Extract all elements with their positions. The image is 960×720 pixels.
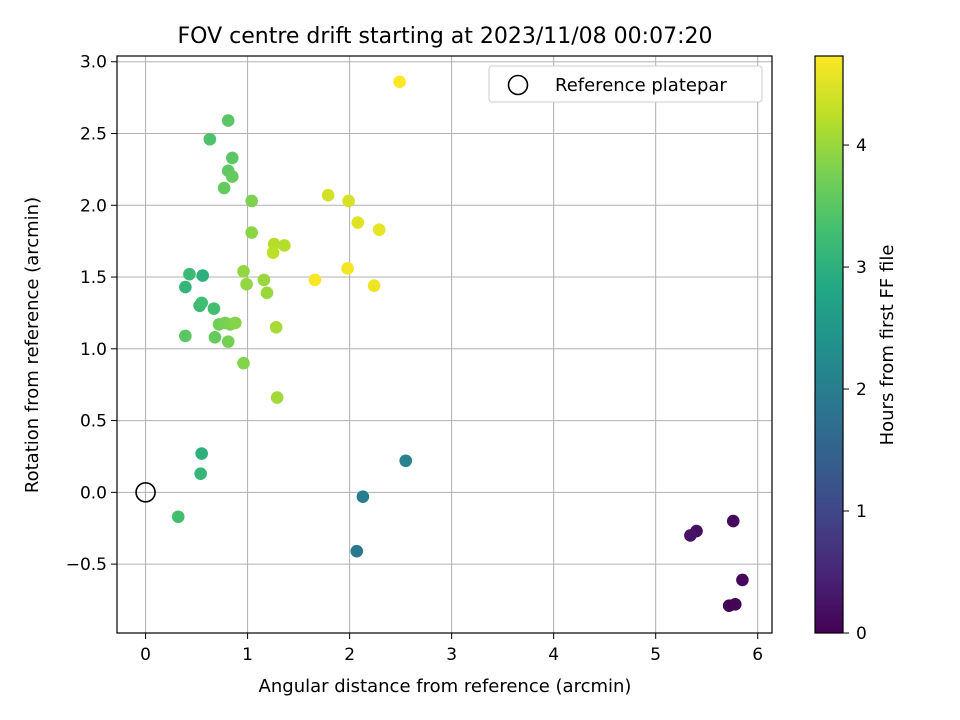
reference-platepar-marker <box>135 482 156 503</box>
x-tick-label: 6 <box>752 645 763 665</box>
colorbar-tick-label: 3 <box>856 258 867 278</box>
data-point <box>225 170 239 183</box>
data-point <box>237 264 250 278</box>
data-point <box>372 223 386 236</box>
data-point <box>208 331 222 344</box>
data-point <box>194 467 207 480</box>
y-tick-label: 2.0 <box>80 196 107 216</box>
data-point <box>221 335 235 348</box>
data-point <box>240 277 253 291</box>
x-axis-ticks: 0 1 2 3 4 5 6 <box>140 633 763 665</box>
data-point <box>393 75 406 89</box>
data-point <box>203 132 217 146</box>
colorbar-label: Hours from first FF file <box>877 245 898 446</box>
data-point <box>736 573 749 587</box>
data-point <box>171 510 185 524</box>
data-point <box>229 316 242 330</box>
y-tick-label: 0.0 <box>80 483 107 503</box>
plot-frame <box>116 55 773 634</box>
data-point <box>350 544 364 558</box>
data-point <box>367 279 381 292</box>
colorbar-tick-label: 2 <box>856 380 867 400</box>
x-tick-label: 5 <box>650 645 661 665</box>
data-point <box>266 246 280 259</box>
data-point <box>278 239 291 252</box>
x-tick-label: 3 <box>446 645 457 665</box>
data-point <box>245 194 258 208</box>
data-point <box>321 188 335 202</box>
grid-lines <box>117 56 772 633</box>
legend-label: Reference platepar <box>555 75 727 96</box>
data-point <box>195 296 208 310</box>
colorbar-tick-label: 4 <box>856 136 867 156</box>
data-point <box>341 262 354 275</box>
legend-box <box>488 65 763 103</box>
y-tick-label: 3.0 <box>80 53 107 73</box>
x-tick-label: 2 <box>344 645 355 665</box>
data-point <box>260 286 274 300</box>
colorbar-gradient <box>814 55 844 634</box>
data-point <box>684 529 697 542</box>
legend-marker <box>507 74 529 96</box>
data-point <box>399 454 413 468</box>
data-point <box>183 267 196 281</box>
data-point <box>221 114 235 127</box>
chart-title: FOV centre drift starting at 2023/11/08 … <box>178 24 713 49</box>
data-point <box>245 226 258 239</box>
data-point <box>225 151 239 165</box>
colorbar-tick-label: 0 <box>856 624 867 644</box>
data-point <box>217 181 231 195</box>
x-tick-label: 1 <box>242 645 253 665</box>
data-point <box>308 273 322 287</box>
y-tick-label: 2.5 <box>80 125 107 145</box>
legend: Reference platepar <box>488 65 763 103</box>
data-point <box>179 329 192 343</box>
x-tick-label: 4 <box>548 645 559 665</box>
data-point <box>342 194 355 208</box>
data-point <box>269 320 283 334</box>
y-axis-label: Rotation from reference (arcmin) <box>22 197 43 493</box>
data-points <box>171 75 749 613</box>
data-point <box>237 356 250 370</box>
data-point <box>356 490 370 503</box>
colorbar: 0 1 2 3 4 Hours from first FF file <box>814 55 898 644</box>
y-tick-label: 1.5 <box>80 268 107 288</box>
data-point <box>270 391 284 404</box>
data-point <box>726 514 740 528</box>
data-point <box>257 273 271 287</box>
data-point <box>207 302 221 315</box>
y-tick-label: 1.0 <box>80 340 107 360</box>
y-axis-ticks: −0.5 0.0 0.5 1.0 1.5 2.0 2.5 3.0 <box>66 53 117 575</box>
data-point <box>196 269 210 282</box>
colorbar-ticks: 0 1 2 3 4 <box>843 136 867 644</box>
colorbar-tick-label: 1 <box>856 502 867 522</box>
data-point <box>179 280 192 294</box>
x-axis-label: Angular distance from reference (arcmin) <box>259 676 632 697</box>
data-point <box>195 447 208 460</box>
data-point <box>728 597 742 611</box>
y-tick-label: 0.5 <box>80 412 107 432</box>
data-point <box>351 216 365 229</box>
x-tick-label: 0 <box>140 645 151 665</box>
y-tick-label: −0.5 <box>66 555 107 575</box>
